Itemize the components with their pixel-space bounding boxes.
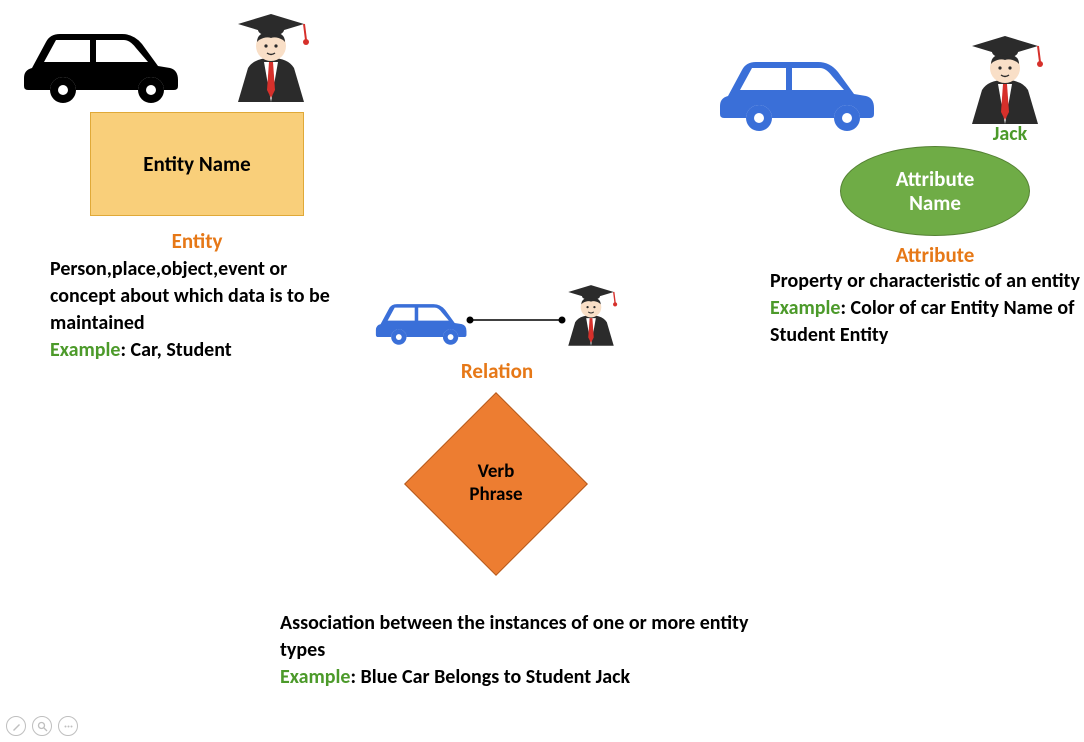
graduate-icon-right (960, 32, 1050, 124)
entity-example-text: : Car, Student (121, 338, 232, 362)
entity-desc-text: Person,place,object,event or concept abo… (50, 257, 330, 335)
relation-title: Relation (390, 358, 604, 384)
relation-shape-label: VerbPhrase (469, 461, 522, 507)
car-icon-blue-right (710, 44, 880, 134)
attribute-shape-ellipse: AttributeName (840, 146, 1030, 236)
entity-description: Person,place,object,event or concept abo… (50, 256, 355, 364)
attribute-description: Property or characteristic of an entity … (770, 268, 1080, 349)
attribute-desc-text: Property or characteristic of an entity (770, 269, 1080, 293)
car-icon-black (14, 16, 184, 106)
jack-label: Jack (970, 122, 1050, 146)
relation-example-text: : Blue Car Belongs to Student Jack (351, 665, 631, 689)
car-icon-blue-small (370, 292, 470, 348)
pen-tool-icon[interactable] (6, 716, 26, 736)
entity-title: Entity (90, 228, 304, 254)
magnifier-icon[interactable] (32, 716, 52, 736)
entity-shape-rectangle: Entity Name (90, 112, 304, 216)
relation-description: Association between the instances of one… (280, 610, 780, 691)
entity-example-label: Example (50, 338, 121, 362)
more-options-icon[interactable] (58, 716, 78, 736)
attribute-shape-label: AttributeName (896, 167, 975, 215)
attribute-example-label: Example (770, 296, 841, 320)
presentation-toolbar (6, 716, 78, 736)
graduate-icon-left (226, 10, 316, 102)
graduate-icon-small (560, 282, 622, 346)
relation-shape-diamond: VerbPhrase (386, 398, 606, 570)
relation-desc-text: Association between the instances of one… (280, 611, 748, 662)
attribute-title: Attribute (840, 242, 1030, 268)
relation-example-label: Example (280, 665, 351, 689)
entity-shape-label: Entity Name (143, 151, 250, 177)
